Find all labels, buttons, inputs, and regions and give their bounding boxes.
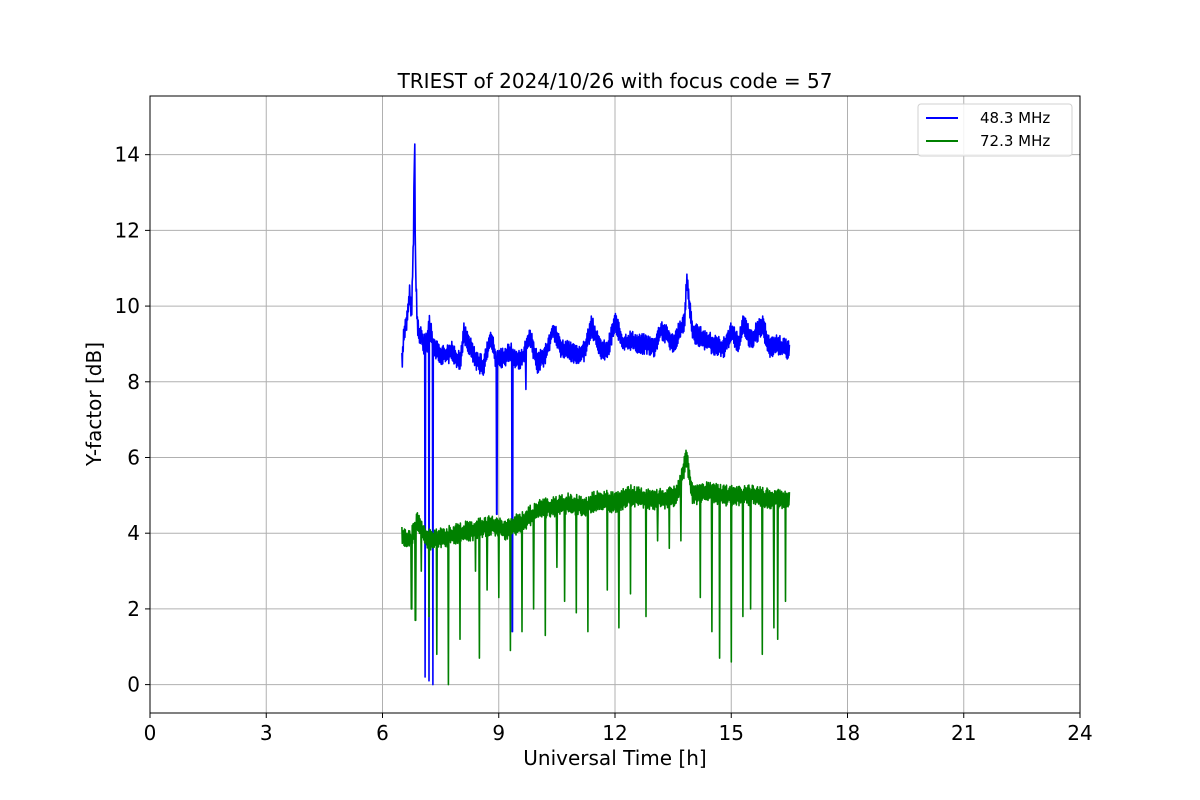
x-axis-label: Universal Time [h] [523,746,706,770]
chart-title: TRIEST of 2024/10/26 with focus code = 5… [397,69,833,93]
series-layer [401,143,791,686]
series-line [401,449,791,686]
x-tick-label: 12 [602,721,627,745]
x-tick-label: 18 [835,721,860,745]
x-tick-label: 3 [260,721,273,745]
y-tick-label: 6 [127,445,140,469]
y-tick-label: 12 [115,218,140,242]
x-tick-label: 0 [144,721,157,745]
y-tick-label: 0 [127,673,140,697]
legend-label: 48.3 MHz [980,109,1050,127]
y-tick-label: 8 [127,370,140,394]
grid-layer [149,96,1081,713]
y-tick-label: 10 [115,294,140,318]
y-axis-label: Y-factor [dB] [82,342,106,467]
legend: 48.3 MHz 72.3 MHz [917,103,1073,157]
legend-label: 72.3 MHz [980,132,1050,150]
x-tick-label: 9 [492,721,505,745]
series-line [401,143,791,686]
x-tick-label: 24 [1067,721,1092,745]
y-tick-label: 4 [127,521,140,545]
x-tick-label: 6 [376,721,389,745]
y-tick-label: 14 [115,143,140,167]
x-tick-label: 15 [719,721,744,745]
x-tick-label: 21 [951,721,976,745]
y-tick-label: 2 [127,597,140,621]
